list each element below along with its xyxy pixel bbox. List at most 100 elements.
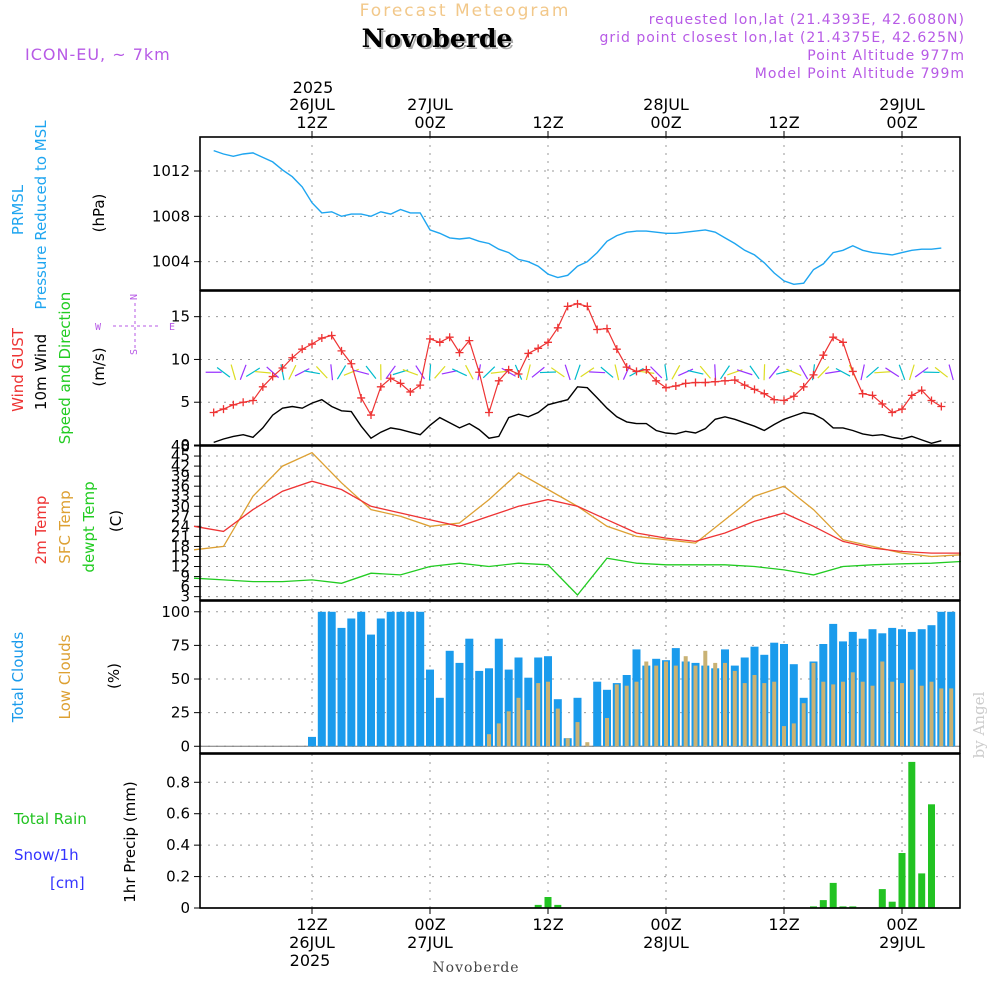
y-tick-label: 18 [171, 537, 190, 555]
time-label-hour: 12Z [768, 113, 799, 132]
wind-label-3: Speed and Direction [56, 292, 74, 445]
time-label-day: 27JUL [407, 933, 453, 952]
low-cloud-bar [624, 685, 629, 747]
wind-direction-arrow [580, 367, 595, 378]
total-cloud-bar [367, 634, 375, 747]
wind-direction-arrow [294, 368, 310, 377]
wind-gust-marker [514, 369, 523, 378]
surface-temp-line [193, 451, 962, 558]
wind-gust-marker [317, 334, 326, 343]
wind-gust-marker [878, 399, 887, 408]
panel-frame-precip [199, 753, 961, 909]
wind-gust-marker [701, 378, 710, 387]
low-cloud-bar [919, 685, 924, 747]
wind-direction-arrow [860, 364, 865, 381]
low-cloud-bar [772, 681, 777, 747]
total-cloud-bar [445, 650, 454, 747]
wind-gust-marker [642, 365, 651, 374]
y-tick-label: 50 [171, 670, 190, 688]
wind-gust-marker [652, 376, 661, 385]
wind-direction-arrow [343, 368, 359, 376]
wind-speed-line [213, 386, 942, 445]
wind-direction-arrow [614, 364, 620, 381]
wind-gust-marker [484, 408, 493, 417]
wind-direction-arrow [254, 370, 271, 374]
time-label-hour: 00Z [886, 915, 917, 934]
temp-unit: (C) [107, 510, 125, 532]
location-title-shadow: Novoberde [364, 26, 515, 55]
y-tick-label: 10 [171, 350, 190, 368]
y-tick-label: 12 [171, 558, 190, 576]
y-tick-label: 25 [171, 704, 190, 722]
wind-gust-marker [376, 382, 385, 391]
wind-gust-marker [298, 345, 307, 354]
wind-direction-arrow [434, 365, 446, 379]
wind-direction-arrow [799, 365, 809, 380]
wind-direction-arrow [763, 364, 766, 381]
panel-frame-wind [199, 290, 961, 446]
requested-coords: requested lon,lat (21.4393E, 42.6080N) [649, 12, 965, 28]
wind-gust-marker [347, 359, 356, 368]
wind-gust-marker [917, 386, 926, 395]
wind-direction-arrow [353, 369, 370, 375]
low-cloud-bar [880, 661, 885, 747]
rain-bar [554, 904, 562, 908]
wind-direction-arrow [678, 368, 694, 377]
wind-direction-arrow [550, 367, 565, 378]
wind-gust-marker [602, 324, 611, 333]
low-cloud-bar [811, 662, 816, 747]
wind-direction-arrow [441, 370, 458, 375]
low-cloud-bar [634, 681, 639, 747]
pressure-line [213, 149, 942, 286]
wind-direction-arrow [720, 365, 730, 380]
wind-direction-arrow [934, 366, 949, 378]
wind-gust-marker [888, 408, 897, 417]
clouds-label-1: Total Clouds [9, 632, 27, 724]
y-tick-label: 0 [180, 436, 190, 454]
wind-gust-marker [760, 389, 769, 398]
total-cloud-bar [426, 669, 434, 747]
clouds-unit: (%) [105, 663, 123, 689]
total-cloud-bar [357, 611, 366, 747]
low-cloud-bar [841, 681, 845, 747]
wind-gust-marker [593, 325, 602, 334]
wind-gust-marker [524, 349, 533, 358]
wind-gust-marker [829, 333, 838, 342]
rain-bar [898, 853, 906, 908]
low-cloud-bar [723, 662, 727, 747]
wind-gust-marker [229, 400, 238, 409]
wind-gust-marker [396, 379, 405, 388]
panel-frame-pressure [199, 136, 961, 291]
time-label-hour: 12Z [768, 915, 799, 934]
wind-direction-arrow [948, 364, 954, 381]
wind-direction-arrow [315, 366, 328, 379]
low-cloud-bar [801, 703, 806, 747]
wind-gust-marker [553, 323, 562, 332]
wind-direction-arrow [825, 370, 842, 375]
wind-gust-marker [308, 340, 316, 349]
wind-direction-arrow [428, 364, 432, 381]
low-cloud-bar [703, 650, 708, 747]
rain-bar [878, 889, 886, 908]
wind-gust-marker [534, 344, 543, 353]
credit: by Angel [970, 691, 988, 758]
wind-gust-marker [435, 338, 444, 347]
total-cloud-bar [780, 644, 788, 747]
y-tick-label: 36 [171, 477, 190, 495]
y-tick-label: 30 [171, 497, 190, 515]
y-tick-label: 0 [180, 899, 190, 917]
time-label-hour: 00Z [414, 915, 445, 934]
low-cloud-bar [654, 665, 659, 747]
time-label-day: 26JUL [289, 95, 335, 114]
wind-direction-arrow [817, 366, 830, 379]
wind-direction-arrow [776, 369, 792, 375]
rain-bar [544, 897, 552, 908]
wind-gust-marker [426, 334, 434, 343]
low-cloud-bar [496, 723, 501, 747]
wind-gust-marker [583, 302, 592, 311]
wind-label-1: Wind GUST [9, 327, 27, 412]
wind-gust-marker [632, 367, 641, 376]
total-cloud-bar [396, 611, 405, 747]
wind-direction-arrow [898, 364, 906, 381]
time-label-hour: 12Z [296, 915, 327, 934]
